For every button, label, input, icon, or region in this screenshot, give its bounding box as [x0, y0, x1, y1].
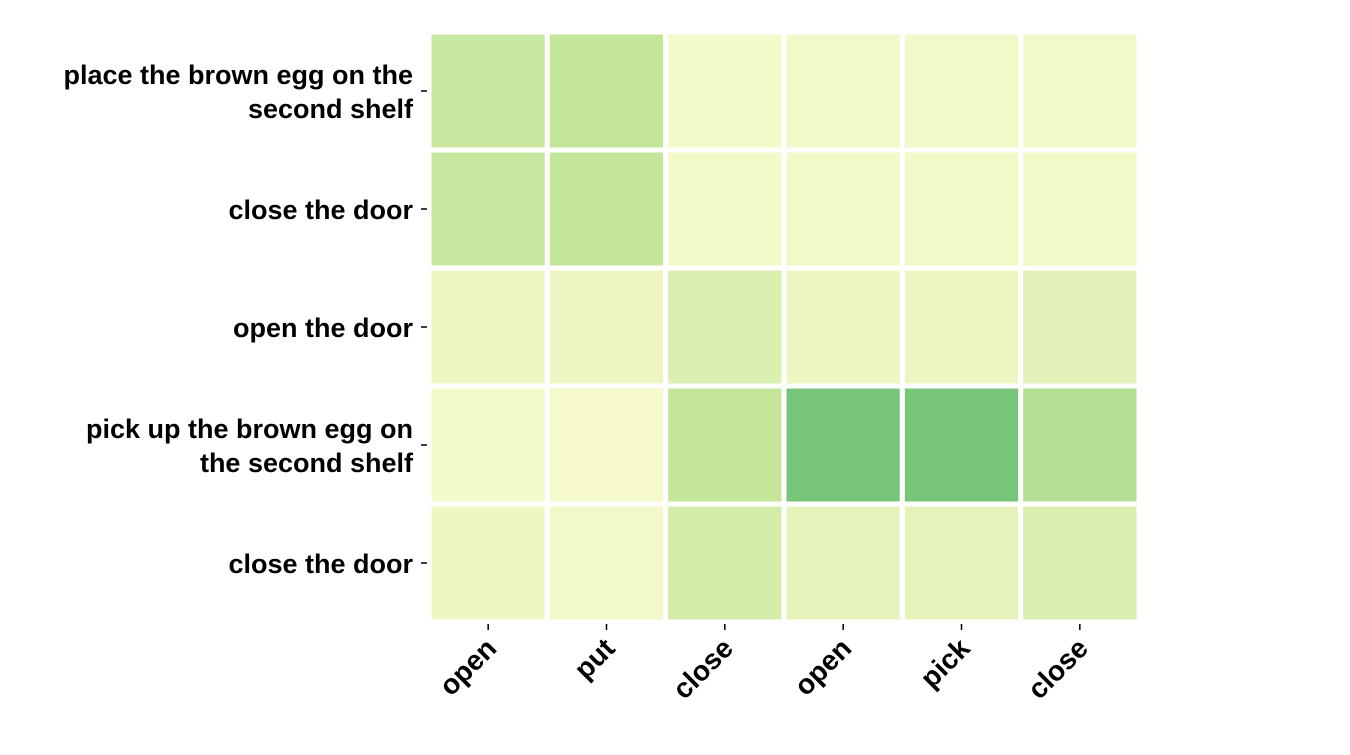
x-tick-label: open: [788, 632, 857, 701]
heatmap-cell: [663, 265, 787, 389]
heatmap-cell: [781, 383, 905, 507]
heatmap-cell: [1018, 383, 1142, 507]
x-tick-label: close: [1022, 632, 1095, 705]
heatmap-cell: [663, 501, 787, 625]
y-tick-label: pick up the brown egg on: [86, 414, 413, 444]
heatmap-cell: [426, 29, 550, 153]
y-tick-label: close the door: [228, 549, 413, 579]
heatmap-cell: [663, 29, 787, 153]
heatmap-cell: [899, 29, 1024, 153]
y-axis: place the brown egg on the second shelf cl…: [63, 60, 427, 579]
heatmap-cell: [1018, 147, 1142, 271]
x-tick-label: open: [433, 632, 502, 701]
y-tick-label: second shelf: [248, 94, 414, 124]
x-tick-label: pick: [914, 632, 976, 694]
heatmap-cells: [426, 29, 1142, 625]
heatmap-cell: [1018, 265, 1142, 389]
heatmap-cell: [544, 501, 669, 625]
heatmap-cell: [663, 383, 787, 507]
heatmap-cell: [781, 147, 905, 271]
y-tick-label: the second shelf: [200, 448, 414, 478]
heatmap-cell: [544, 265, 669, 389]
heatmap-cell: [899, 501, 1024, 625]
heatmap-cell: [663, 147, 787, 271]
y-tick-label: close the door: [228, 195, 413, 225]
heatmap-cell: [899, 265, 1024, 389]
x-axis: open put close open pick close: [433, 624, 1094, 705]
heatmap-cell: [544, 383, 669, 507]
heatmap-cell: [544, 29, 669, 153]
heatmap-cell: [1018, 29, 1142, 153]
heatmap-cell: [781, 265, 905, 389]
heatmap-cell: [899, 147, 1024, 271]
heatmap-cell: [544, 147, 669, 271]
heatmap-cell: [426, 265, 550, 389]
heatmap-cell: [781, 501, 905, 625]
heatmap-cell: [1018, 501, 1142, 625]
heatmap-cell: [781, 29, 905, 153]
x-tick-label: close: [667, 632, 740, 705]
y-tick-label: place the brown egg on the: [63, 60, 413, 90]
x-tick-label: put: [568, 632, 621, 685]
heatmap-cell: [426, 147, 550, 271]
heatmap-cell: [899, 383, 1024, 507]
y-tick-label: open the door: [233, 313, 413, 343]
heatmap-cell: [426, 383, 550, 507]
heatmap-cell: [426, 501, 550, 625]
